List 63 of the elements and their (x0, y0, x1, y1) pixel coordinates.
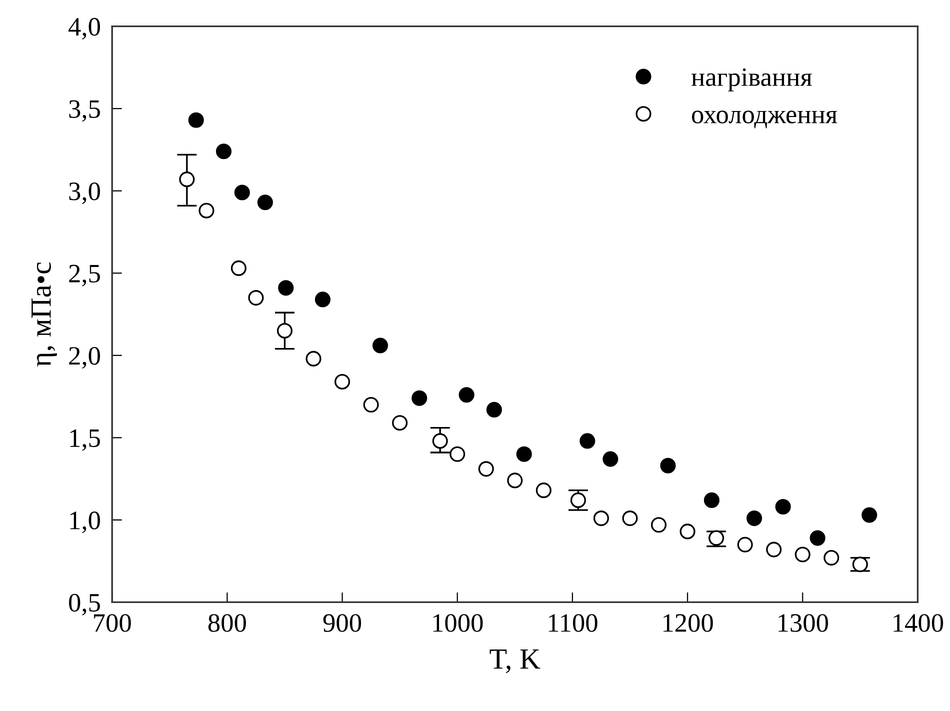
x-tick-label: 1400 (894, 614, 944, 632)
point (450, 446, 466, 462)
y-tick-label: 4,0 (68, 18, 100, 40)
x-axis-title: T, K (490, 650, 540, 674)
y-axis-title: η, мПа•с (32, 262, 57, 367)
point (306, 350, 322, 366)
point (276, 322, 293, 338)
point (363, 396, 379, 413)
point (660, 458, 676, 474)
point (198, 202, 214, 218)
point (810, 530, 826, 546)
point (593, 510, 609, 526)
point (680, 524, 696, 540)
point (392, 415, 408, 431)
point (737, 536, 753, 552)
point (248, 290, 264, 306)
point (234, 184, 250, 200)
point (862, 507, 878, 523)
point (580, 433, 596, 449)
point (216, 144, 232, 160)
point (794, 546, 810, 562)
point (602, 451, 618, 467)
point (704, 492, 720, 508)
point (372, 338, 388, 354)
y-tick-label: 3,0 (69, 182, 100, 204)
point (536, 482, 552, 498)
point (230, 260, 246, 276)
y-tick-label: 2,5 (69, 264, 100, 286)
point (507, 472, 523, 488)
y-tick-label: 0,5 (69, 594, 100, 616)
point (478, 461, 494, 477)
y-tick-label: 2,0 (69, 347, 100, 369)
point (766, 542, 782, 558)
y-tick-label: 3,5 (69, 100, 100, 122)
point (412, 390, 428, 406)
point (622, 510, 638, 526)
point (516, 446, 532, 462)
y-tick-label: 1,0 (70, 512, 100, 534)
y-tick-label: 1,5 (70, 429, 100, 451)
legend-label: нагрівання (691, 68, 812, 92)
point (852, 556, 868, 572)
x-tick-label: 1000 (433, 614, 483, 632)
point (432, 433, 448, 449)
point (257, 194, 273, 210)
x-tick-label: 700 (94, 614, 131, 632)
point (650, 517, 667, 533)
point (334, 374, 350, 390)
point (775, 499, 791, 515)
point (824, 550, 840, 566)
point (188, 112, 204, 128)
x-tick-label: 900 (323, 614, 362, 632)
point (708, 530, 724, 546)
point (486, 402, 502, 418)
point (179, 172, 195, 188)
point (314, 292, 330, 308)
x-tick-label: 1300 (778, 614, 828, 632)
legend-label: охолодження (692, 110, 838, 128)
x-tick-label: 1100 (548, 614, 598, 632)
point (458, 387, 474, 403)
point (278, 280, 294, 296)
x-tick-label: 800 (208, 614, 246, 632)
x-tick-label: 1200 (663, 614, 713, 632)
point (746, 510, 762, 526)
